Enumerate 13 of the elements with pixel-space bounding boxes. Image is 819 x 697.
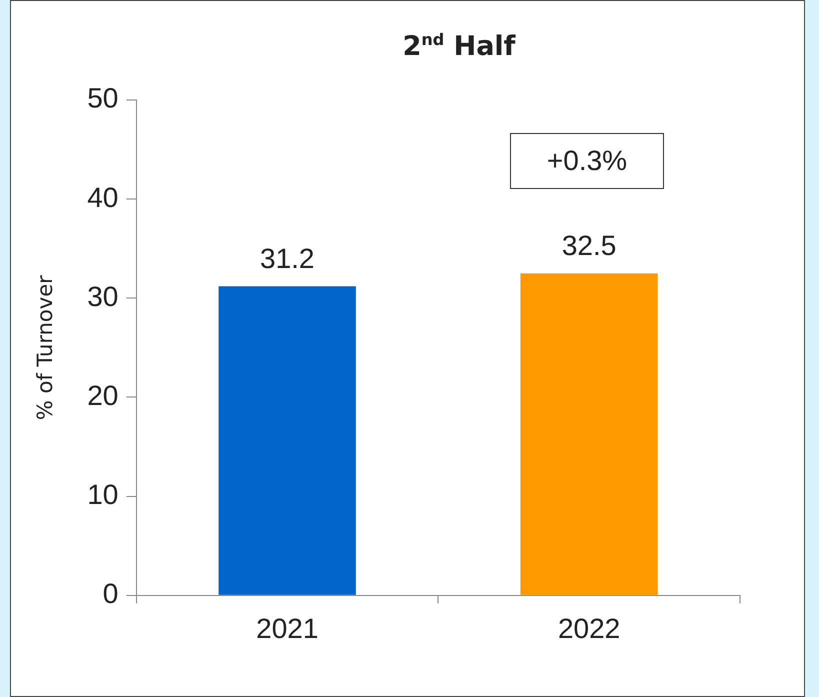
y-tick-label: 10	[87, 479, 118, 510]
y-tick-label: 50	[87, 82, 118, 114]
y-axis-title: % of Turnover	[33, 274, 58, 420]
y-tick-label: 20	[87, 380, 118, 411]
x-tick-label: 2022	[558, 612, 620, 644]
y-tick-label: 30	[87, 280, 118, 312]
annotation: +0.3%	[510, 133, 664, 189]
y-tick-label: 0	[102, 578, 118, 610]
x-tick-label: 2021	[256, 612, 318, 644]
data-label: 32.5	[562, 230, 616, 262]
y-tick-label: 40	[87, 182, 118, 213]
chart-title: 2$^{nd}$ Half	[402, 30, 517, 62]
data-label: 31.2	[260, 242, 315, 274]
